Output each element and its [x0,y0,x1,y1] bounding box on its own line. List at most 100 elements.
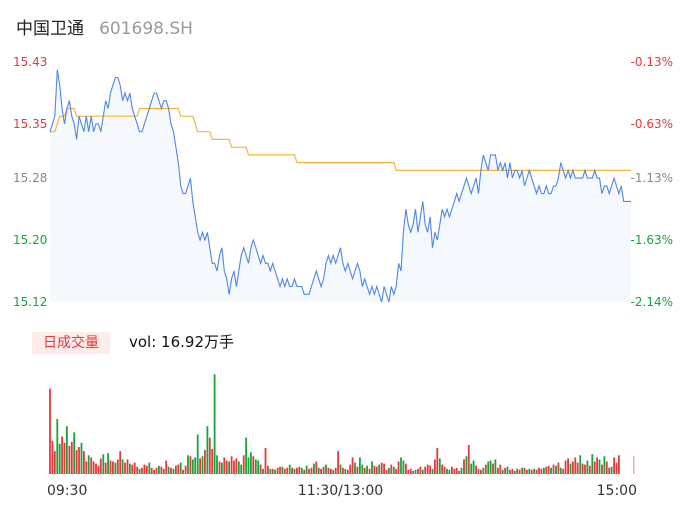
volume-bar [145,465,148,474]
volume-bar [300,467,303,474]
volume-bar [424,466,427,474]
percent-tick-label: -2.14% [631,295,673,309]
volume-bar [344,468,347,474]
volume-bar [446,468,448,474]
volume-bar [254,459,257,474]
volume-bar [337,451,339,474]
volume-bar [296,467,298,474]
volume-tab-button[interactable]: 日成交量 [32,332,110,354]
volume-bar [56,418,59,474]
volume-bar [366,465,368,474]
volume-bar [499,464,502,474]
percent-tick-label: -1.63% [631,233,673,247]
volume-bar [472,460,475,474]
volume-bar [388,467,390,474]
volume-bar [325,464,327,474]
volume-bar [359,457,361,474]
volume-bar [230,456,233,474]
volume-bar [586,460,589,474]
volume-bar [460,467,463,474]
volume-bar [373,465,376,474]
volume-bar [516,468,519,474]
volume-bar [385,469,388,474]
volume-bar [310,467,313,474]
volume-bar [576,462,579,474]
volume-bar [392,466,395,474]
volume-bar [528,468,531,474]
volume-bar [199,458,201,474]
volume-bar [351,457,354,474]
volume-bar [179,462,182,474]
volume-bar [252,456,255,474]
volume-bar [182,469,184,474]
volume-bar [545,466,548,474]
volume-bar [262,468,264,474]
volume-bar [303,469,306,474]
volume-bar [85,461,88,474]
volume-bar [95,463,97,474]
volume-bar [279,466,281,474]
volume-bar [242,455,245,474]
volume-bar [572,461,574,474]
volume-bar [521,467,523,474]
volume-bar [298,466,301,474]
volume-bar [346,469,349,474]
volume-bar [378,464,381,474]
volume-bar [291,467,293,474]
time-tick-label: 11:30/13:00 [298,483,383,499]
volume-bar [397,461,400,474]
volume-bar [400,457,402,474]
volume-bar [482,467,485,474]
volume-bar [509,469,511,474]
percent-tick-label: -0.63% [631,117,673,131]
volume-bar [402,460,405,474]
volume-bar [288,464,291,474]
volume-bar [458,470,460,474]
price-panel [49,69,631,303]
volume-bar [417,468,419,474]
volume-bar [112,461,114,474]
volume-bar [530,469,533,474]
volume-bar [75,450,78,474]
volume-bar [240,464,243,474]
volume-bar [453,468,456,474]
volume-bar [547,465,550,474]
volume-bar [305,465,308,474]
volume-bar [293,468,296,474]
volume-bar [97,465,100,474]
volume-bar [267,465,269,474]
volume-bar [143,464,146,474]
volume-bar [228,461,230,474]
volume-bar [124,462,126,474]
volume-bar [414,469,417,474]
percent-tick-label: -0.13% [631,55,673,69]
volume-bar [141,467,143,474]
stock-name: 中国卫通 [16,19,84,39]
stock-header: 中国卫通 601698.SH [16,14,193,40]
volume-bar [213,374,216,474]
volume-bar [204,450,206,474]
volume-bar [380,462,383,474]
volume-bar [518,469,521,474]
volume-bar [216,455,218,474]
volume-bar [419,466,422,474]
volume-bar [308,468,310,474]
volume-bar [250,452,252,474]
volume-bar [555,465,557,474]
time-tick-label: 15:00 [597,483,637,499]
volume-bar [119,451,122,474]
volume-bar [465,456,468,474]
volume-bar [78,447,80,474]
volume-bar [49,388,51,474]
volume-bar [206,426,209,474]
volume-bar [543,467,545,474]
volume-bar [73,432,76,474]
volume-bar [187,455,189,474]
volume-bar [126,459,129,474]
volume-bar [191,459,194,474]
volume-bar [552,464,555,474]
volume-bar [104,462,107,474]
volume-bar [579,455,582,474]
volume-bar [129,463,131,474]
